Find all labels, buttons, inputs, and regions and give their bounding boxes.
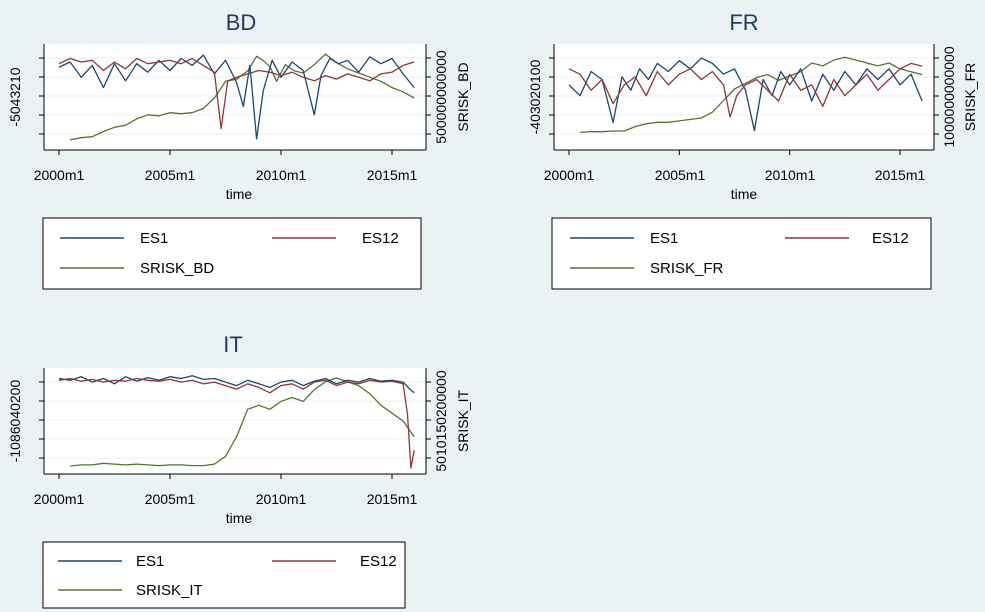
x-tick-label-2005m1: 2005m1 bbox=[145, 491, 196, 507]
x-tick-label-2010m1: 2010m1 bbox=[256, 491, 307, 507]
x-tick-label-2000m1: 2000m1 bbox=[34, 491, 85, 507]
legend: ES1 ES12 SRISK_IT bbox=[42, 541, 406, 609]
series-line-srisk-bd bbox=[69, 53, 415, 141]
legend: ES1 ES12 SRISK_BD bbox=[42, 217, 422, 290]
legend-label-es1: ES1 bbox=[136, 553, 164, 570]
series-line-es1 bbox=[58, 54, 415, 140]
chart-title: BD bbox=[226, 10, 257, 35]
series-lines bbox=[58, 53, 415, 141]
chart-title: FR bbox=[729, 10, 758, 35]
right-axis-label: SRISK_BD bbox=[455, 62, 471, 131]
series-line-es12 bbox=[58, 377, 415, 469]
series-line-es1 bbox=[568, 57, 923, 132]
left-tick-labels: -5043210 bbox=[7, 67, 23, 126]
legend-box bbox=[42, 217, 422, 290]
right-axis-label: SRISK_FR bbox=[962, 63, 978, 131]
left-ticks bbox=[549, 57, 554, 135]
x-tick-label-2000m1: 2000m1 bbox=[34, 167, 85, 183]
right-ticks bbox=[426, 57, 431, 135]
series-line-es12 bbox=[58, 57, 415, 130]
x-axis-label: time bbox=[226, 510, 253, 526]
legend-label-es12: ES12 bbox=[360, 553, 397, 570]
series-lines bbox=[58, 375, 415, 469]
x-tick-label-2010m1: 2010m1 bbox=[256, 167, 307, 183]
gridlines bbox=[554, 57, 934, 135]
panel-bd: BD -5043210 500000000000 SRISK_BD 2000m1… bbox=[7, 10, 471, 290]
legend-label-es12: ES12 bbox=[362, 230, 399, 247]
right-tick-labels: 1000000000000 bbox=[941, 46, 957, 147]
right-ticks bbox=[426, 381, 431, 459]
legend: ES1 ES12 SRISK_FR bbox=[551, 217, 932, 290]
left-tick-labels: -403020100 bbox=[527, 59, 543, 134]
chart-title: IT bbox=[223, 332, 243, 357]
series-line-srisk-fr bbox=[579, 56, 923, 134]
x-axis-label: time bbox=[226, 186, 253, 202]
x-ticks bbox=[58, 150, 393, 155]
right-ticks bbox=[934, 57, 939, 135]
legend-box bbox=[42, 541, 406, 609]
legend-label-es12: ES12 bbox=[872, 230, 909, 247]
x-tick-label-2015m1: 2015m1 bbox=[367, 491, 418, 507]
x-axis-label: time bbox=[731, 186, 758, 202]
left-tick-labels: -1086040200 bbox=[7, 380, 23, 463]
legend-label-srisk: SRISK_FR bbox=[650, 260, 724, 277]
series-lines bbox=[568, 56, 923, 134]
x-ticks bbox=[58, 474, 393, 479]
right-tick-labels: 500000000000 bbox=[433, 50, 449, 144]
x-tick-label-2005m1: 2005m1 bbox=[145, 167, 196, 183]
x-tick-label-2015m1: 2015m1 bbox=[367, 167, 418, 183]
plot-area bbox=[44, 44, 426, 150]
left-ticks bbox=[39, 57, 44, 135]
x-ticks bbox=[568, 150, 901, 155]
left-ticks bbox=[39, 381, 44, 459]
panel-fr: FR -403020100 1000000000000 SRISK_FR 200… bbox=[527, 10, 978, 290]
legend-label-srisk: SRISK_IT bbox=[136, 582, 203, 599]
legend-label-srisk: SRISK_BD bbox=[140, 260, 214, 277]
right-tick-labels: 5010150200000 bbox=[433, 370, 449, 471]
x-tick-label-2015m1: 2015m1 bbox=[875, 167, 926, 183]
legend-label-es1: ES1 bbox=[140, 230, 168, 247]
x-tick-label-2005m1: 2005m1 bbox=[655, 167, 706, 183]
legend-box bbox=[551, 217, 932, 290]
x-tick-label-2010m1: 2010m1 bbox=[765, 167, 816, 183]
series-line-srisk-it bbox=[70, 377, 415, 467]
series-line-es12 bbox=[568, 62, 923, 118]
panel-it: IT -1086040200 5010150200000 SRISK_IT 20… bbox=[7, 332, 471, 609]
right-axis-label: SRISK_IT bbox=[455, 389, 471, 452]
legend-label-es1: ES1 bbox=[650, 230, 678, 247]
x-tick-label-2000m1: 2000m1 bbox=[544, 167, 595, 183]
